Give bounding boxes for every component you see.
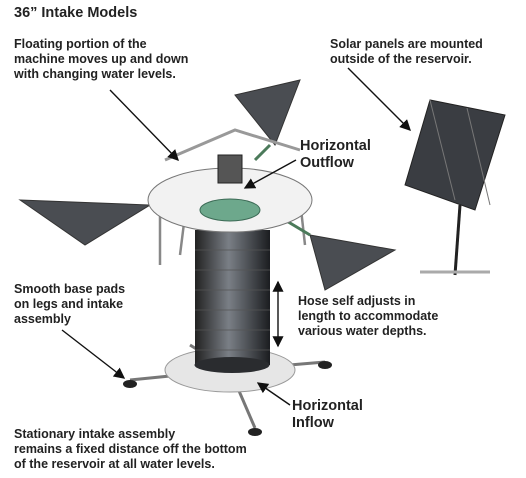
annotation-line: on legs and intake [14,297,123,311]
annotation-line: assembly [14,312,71,326]
annotation-line: machine moves up and down [14,52,188,66]
annotation-line: Hose self adjusts in [298,294,415,308]
diagram: 36” Intake Models Floating portion of th… [0,0,526,478]
annotation-line: length to accommodate [298,309,438,323]
annotation-line: outside of the reservoir. [330,52,472,66]
annotation-line: remains a fixed distance off the bottom [14,442,247,456]
annotation-line: Solar panels are mounted [330,37,483,51]
annotation-line: Floating portion of the [14,37,147,51]
machine-drawing [20,68,505,436]
annotation-line: various water depths. [298,324,427,338]
annotation-line: Horizontal [292,398,363,414]
annotation-line: Stationary intake assembly [14,427,175,441]
annotation-line: Horizontal [300,138,371,154]
title: 36” Intake Models [14,5,137,21]
annotation-line: of the reservoir at all water levels. [14,457,215,471]
annotation-line: Outflow [300,155,355,171]
annotation-line: Inflow [292,415,335,431]
annotation-line: Smooth base pads [14,282,125,296]
annotation-line: with changing water levels. [13,67,176,81]
